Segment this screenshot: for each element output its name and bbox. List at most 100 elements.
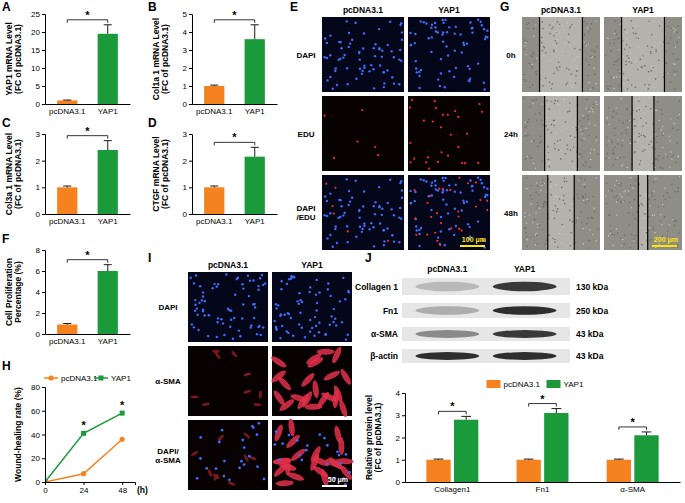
texture-dot	[661, 114, 663, 116]
texture-dot	[526, 177, 528, 179]
texture-cell	[243, 372, 252, 377]
texture-dot	[532, 56, 534, 58]
texture-dot	[639, 109, 641, 111]
texture-dot	[418, 75, 420, 77]
texture-dot	[534, 61, 536, 63]
texture-dot	[584, 34, 586, 36]
texture-dot	[469, 77, 471, 79]
tick: 4	[183, 28, 192, 37]
texture-dot	[252, 426, 255, 429]
texture-dot	[674, 74, 675, 75]
texture-dot	[651, 196, 653, 198]
texture-dot	[543, 55, 544, 56]
texture-dot	[348, 46, 350, 48]
texture-dot	[439, 85, 441, 87]
texture-dot	[280, 288, 282, 290]
bar	[607, 460, 631, 482]
texture-dot	[629, 120, 630, 121]
texture-dot	[654, 214, 655, 215]
texture-dot	[545, 239, 547, 241]
texture-dot	[361, 228, 363, 230]
texture-dot	[533, 100, 535, 102]
texture-dot	[363, 66, 365, 68]
texture-dot	[275, 307, 277, 309]
texture-dot	[454, 110, 456, 112]
texture-dot	[554, 148, 556, 150]
tick-label: 8	[36, 246, 41, 255]
texture-dot	[418, 87, 420, 89]
texture-dot	[564, 203, 566, 205]
texture-dot	[567, 37, 568, 38]
error-bar	[104, 265, 112, 271]
tick-mark	[189, 68, 192, 69]
texture-dot	[654, 232, 655, 233]
texture-dot	[339, 199, 341, 201]
tick: 0	[183, 210, 192, 219]
texture-dot	[678, 58, 680, 60]
texture-dot	[592, 217, 594, 219]
texture-dot	[373, 87, 375, 89]
texture-dot	[438, 188, 440, 190]
texture-dot	[653, 181, 655, 183]
texture-dot	[572, 127, 573, 128]
texture-dot	[383, 86, 385, 88]
tick-mark	[42, 187, 45, 188]
texture-dot	[589, 166, 591, 168]
tick: 3	[396, 411, 405, 420]
texture-dot	[588, 118, 590, 120]
texture-dot	[540, 190, 541, 191]
texture-dot	[679, 176, 680, 177]
texture-dot	[359, 58, 361, 60]
texture-dot	[588, 200, 590, 202]
tick-mark	[42, 86, 45, 87]
blot-band	[415, 306, 479, 314]
texture-dot	[587, 115, 589, 117]
texture-dot	[658, 59, 660, 61]
texture-dot	[633, 21, 634, 22]
texture-dot	[311, 327, 313, 329]
texture-dot	[441, 33, 443, 35]
texture-dot	[650, 70, 652, 72]
texture-dot	[461, 162, 463, 164]
texture-dot	[588, 135, 590, 137]
texture-dot	[635, 218, 637, 220]
texture-dot	[484, 38, 486, 40]
micrograph	[272, 420, 352, 490]
x-axis: pcDNA3.1YAP1	[46, 334, 131, 346]
texture-dot	[542, 179, 544, 181]
texture-dot	[539, 112, 541, 114]
texture-dot	[615, 107, 616, 108]
texture-dot	[655, 178, 656, 179]
texture-dot	[627, 167, 628, 168]
texture-dot	[607, 85, 609, 87]
texture-dot	[596, 104, 597, 105]
texture-dot	[190, 277, 192, 279]
tick: pcDNA3.1	[49, 104, 86, 116]
texture-dot	[580, 129, 581, 130]
texture-dot	[652, 67, 654, 69]
texture-dot	[659, 120, 660, 121]
tick: 24	[80, 482, 89, 495]
texture-dot	[640, 203, 642, 205]
texture-dot	[627, 88, 629, 90]
tick-label: 6	[36, 267, 41, 276]
texture-dot	[318, 291, 320, 293]
texture-dot	[337, 59, 339, 61]
data-point	[120, 411, 125, 416]
tick-label: YAP1	[98, 337, 118, 346]
legend-label: YAP1	[564, 380, 584, 389]
blot-band	[493, 330, 557, 338]
texture-dot	[617, 183, 619, 185]
texture-dot	[543, 203, 545, 205]
texture-dot	[203, 314, 205, 316]
texture-dot	[640, 109, 641, 110]
texture-dot	[673, 154, 675, 156]
texture-dot	[374, 43, 376, 45]
texture-dot	[552, 44, 553, 45]
texture-dot	[535, 24, 536, 25]
texture-dot	[389, 21, 391, 23]
tick: 48	[118, 482, 127, 495]
texture-dot	[671, 156, 673, 158]
texture-dot	[561, 198, 562, 199]
texture-dot	[580, 177, 582, 179]
